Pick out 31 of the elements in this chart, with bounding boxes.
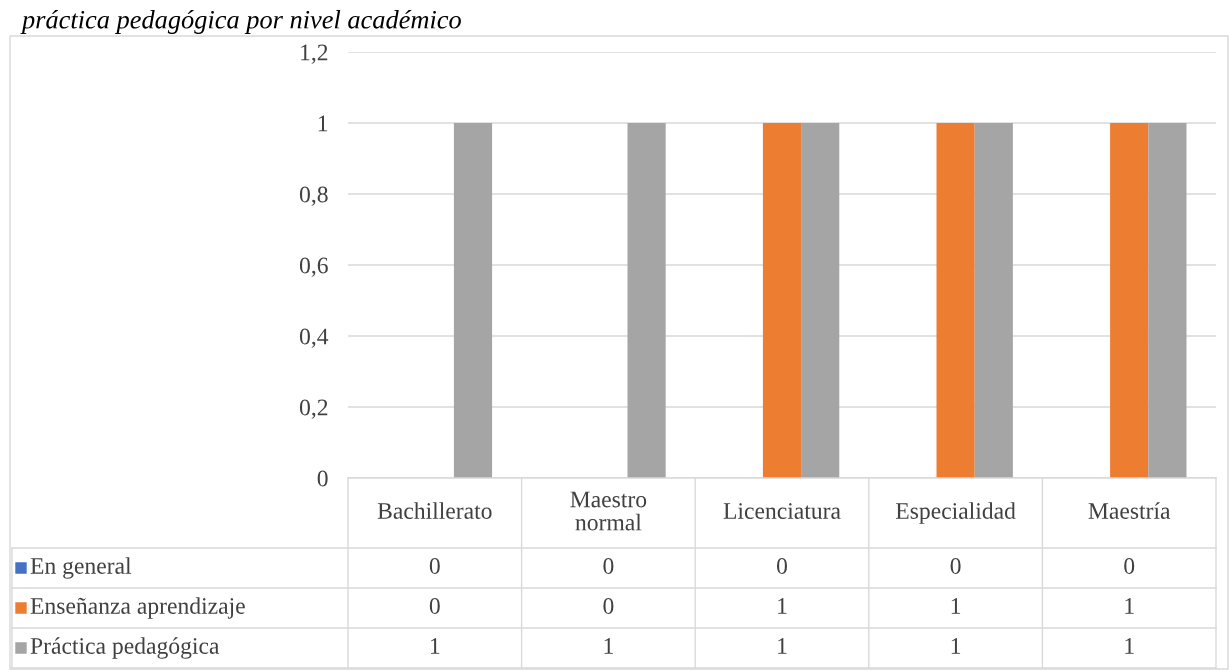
x-tick-label: Maestría [1088, 502, 1171, 519]
x-tick-label: Maestro normal [570, 491, 647, 531]
data-label: 0 [603, 597, 614, 614]
data-label: 1 [1125, 598, 1134, 614]
y-tick-label: 1,2 [301, 44, 328, 64]
legend-label: En general [30, 557, 132, 579]
x-tick-label: Bachillerato [377, 502, 492, 519]
data-label: 0 [429, 557, 440, 574]
data-label: 0 [603, 557, 614, 574]
data-label: 0 [777, 557, 787, 574]
y-tick-label: 0,2 [299, 399, 328, 419]
data-label: 1 [1125, 638, 1134, 654]
legend-label: Práctica pedagógica [30, 637, 220, 659]
y-tick-label: 1 [318, 115, 328, 132]
data-label: 0 [1124, 557, 1135, 574]
data-label: 0 [429, 597, 440, 614]
chart-title: práctica pedagógica por nivel académico [20, 10, 461, 34]
y-tick-label: 0 [317, 470, 328, 487]
data-label: 1 [430, 638, 440, 654]
data-label: 1 [951, 598, 961, 614]
data-label: 0 [950, 557, 961, 574]
legend-label: Enseñanza aprendizaje [30, 597, 245, 619]
x-tick-label: Especialidad [895, 502, 1016, 524]
data-label: 1 [604, 638, 613, 654]
y-tick-label: 0,6 [299, 257, 328, 277]
y-tick-label: 0,8 [299, 186, 328, 206]
y-tick-label: 0,4 [299, 328, 329, 348]
data-label: 1 [951, 638, 961, 654]
x-tick-label: Licenciatura [723, 503, 841, 519]
data-label: 1 [778, 598, 787, 614]
data-label: 1 [778, 638, 787, 654]
